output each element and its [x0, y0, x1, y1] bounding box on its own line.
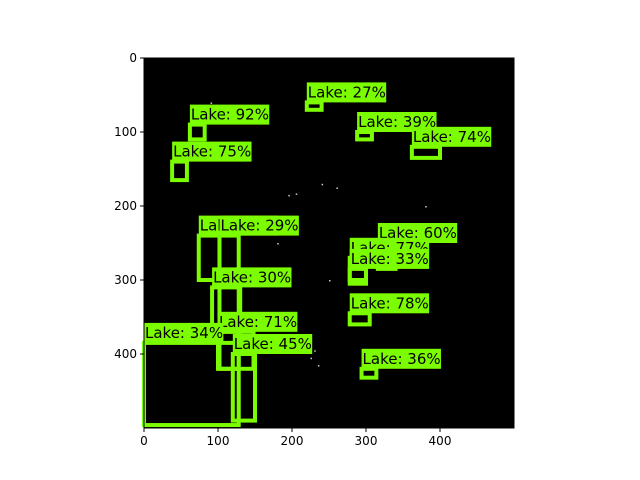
detection: Lake: 29%: [217, 215, 299, 371]
detection: Lake: 36%: [359, 348, 441, 380]
image-speckle: [329, 280, 331, 282]
detection-label: Lake: 33%: [351, 250, 429, 268]
detection: Lake: 30%: [210, 267, 292, 334]
image-speckle: [210, 102, 213, 104]
image-speckle: [314, 350, 316, 352]
detection-label: Lake: 60%: [379, 224, 457, 242]
detection: Lake: 45%: [230, 334, 313, 423]
detection-label-background: [361, 348, 441, 369]
detection-label: Lake: 34%: [145, 324, 223, 342]
detection-label-background: [306, 82, 387, 103]
detection-label-background: [172, 141, 252, 162]
detection-label-background: [189, 104, 270, 125]
y-tick-label: 0: [129, 51, 137, 65]
image-speckle: [295, 193, 298, 195]
y-tick-label: 400: [114, 347, 137, 361]
detection: Lake: 27%: [304, 82, 387, 112]
detection-label: Lake: 30%: [213, 268, 291, 286]
detection-label: Lake: 36%: [363, 350, 441, 368]
image-speckle: [321, 183, 324, 186]
detection: Lake: 34%: [142, 322, 241, 428]
axis-ticks: 0 100 200 300 400 0 100 200 300 400: [114, 51, 451, 448]
detection-label: Lake: 27%: [308, 83, 386, 101]
detection-label-background: [349, 248, 430, 269]
y-tick-label: 300: [114, 273, 137, 287]
image-speckle: [277, 243, 279, 245]
image-speckle: [425, 206, 427, 208]
detection-label: Lake: 78%: [351, 294, 429, 312]
detection: Lake: 78%: [347, 293, 430, 327]
detection-label-background: [219, 215, 299, 236]
detection-label: Lake: 92%: [191, 106, 269, 124]
detection-label: Lake: 75%: [173, 143, 251, 161]
detection-label: Lake: 74%: [413, 128, 491, 146]
y-tick-label: 100: [114, 125, 137, 139]
detection: Lake: 74%: [409, 126, 492, 160]
y-tick-label: 200: [114, 199, 137, 213]
x-tick-label: 400: [429, 434, 452, 448]
detection: Lake: 92%: [187, 104, 270, 142]
image-speckle: [288, 194, 290, 197]
image-axes: Lake: 27% Lake: 92% Lake: 39%Lake: 74% Lake…: [142, 57, 515, 429]
detection-label-background: [218, 311, 298, 332]
detection-label-background: [212, 267, 292, 288]
detection-label: Lake: 39%: [358, 113, 436, 131]
detection-label-background: [144, 322, 224, 343]
detection-label-background: [349, 293, 430, 314]
x-tick-label: 200: [281, 434, 304, 448]
x-tick-label: 100: [207, 434, 230, 448]
detection: Lake: 75%: [170, 141, 252, 183]
detection-label: Lake: 45%: [234, 335, 312, 353]
axes-frame: [143, 57, 515, 429]
detection-label-background: [232, 334, 313, 354]
x-tick-label: 300: [355, 434, 378, 448]
detection-label-background: [411, 126, 492, 147]
detection-label: Lake: 71%: [219, 313, 297, 331]
x-tick-label: 0: [140, 434, 148, 448]
image-speckle: [310, 357, 312, 360]
detection: Lake: 33%: [347, 248, 430, 286]
detection-label: Lake: 29%: [220, 217, 298, 235]
image-speckle: [336, 187, 338, 189]
image-speckle: [317, 365, 320, 367]
